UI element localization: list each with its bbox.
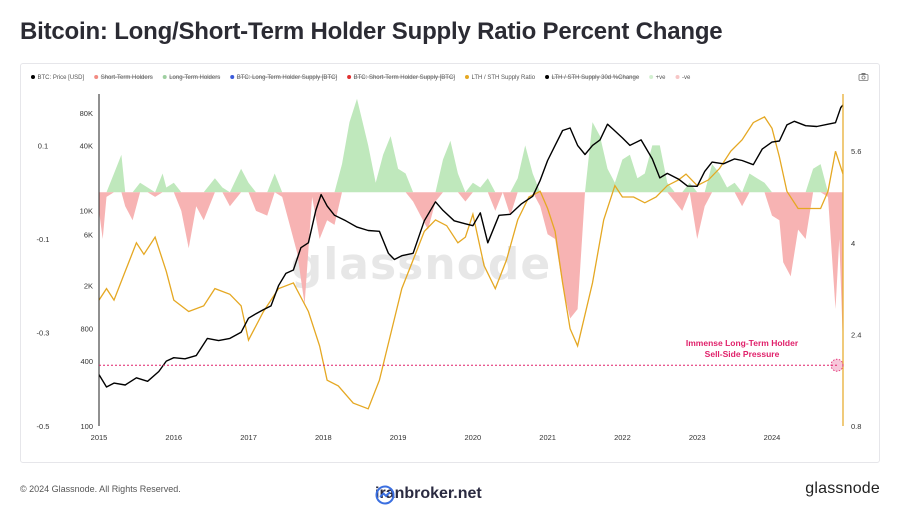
ratio-tick-label: 5.6 — [851, 147, 861, 156]
watermark: glassnode — [291, 239, 552, 290]
legend-label: LTH / STH Supply Ratio — [471, 75, 535, 81]
legend-marker — [347, 75, 352, 79]
legend-label: LTH / STH Supply 30d %Change — [552, 75, 640, 81]
legend-marker — [649, 75, 654, 79]
price-tick-label: 6K — [84, 230, 93, 239]
center-brand[interactable]: iranbroker.net — [375, 485, 482, 505]
ratio-tick-label: 0.8 — [851, 422, 861, 431]
price-tick-label: 40K — [80, 141, 93, 150]
legend-item: Long-Term Holders — [162, 75, 221, 81]
legend-marker — [545, 75, 550, 79]
legend-item: BTC: Price [USD] — [31, 75, 85, 81]
copyright: © 2024 Glassnode. All Rights Reserved. — [20, 484, 181, 494]
chart-svg: BTC: Price [USD] Short-Term Holders Long-T… — [31, 73, 869, 442]
legend-label: BTC: Long-Term Holder Supply [BTC] — [237, 75, 338, 81]
price-tick-label: 10K — [80, 206, 93, 215]
x-tick-label: 2018 — [315, 433, 332, 442]
legend-item: BTC: Short-Term Holder Supply [BTC] — [347, 75, 455, 81]
x-tick-label: 2016 — [165, 433, 182, 442]
pct-tick-label: 0.1 — [38, 141, 48, 150]
price-tick-label: 2K — [84, 282, 93, 291]
axes: 0.1 -0.1 -0.3 -0.5 80K 40K 10K 6K 2K 800 400 100 5.6… — [37, 94, 861, 442]
legend-item: LTH / STH Supply Ratio — [464, 75, 536, 81]
legend-marker — [162, 75, 167, 79]
page-title: Bitcoin: Long/Short-Term Holder Supply R… — [20, 18, 723, 45]
annotation-line1: Immense Long-Term Holder — [686, 338, 799, 348]
legend-marker — [94, 75, 99, 79]
legend-item: +ve — [649, 75, 666, 81]
camera-icon[interactable] — [858, 73, 869, 81]
x-tick-label: 2021 — [539, 433, 556, 442]
legend-label: Long-Term Holders — [169, 75, 220, 81]
brand-logo-icon — [375, 485, 395, 505]
legend-item: Short-Term Holders — [94, 75, 153, 81]
x-tick-label: 2017 — [240, 433, 257, 442]
ratio-tick-label: 2.4 — [851, 330, 861, 339]
ratio-line — [98, 116, 844, 410]
legend-label: -ve — [682, 75, 691, 81]
pct-tick-label: -0.1 — [37, 235, 50, 244]
ratio-tick-label: 4 — [851, 239, 855, 248]
legend-label: BTC: Short-Term Holder Supply [BTC] — [354, 75, 456, 81]
price-tick-label: 100 — [80, 422, 93, 431]
chart-card: BTC: Price [USD] Short-Term Holders Long-T… — [20, 63, 880, 463]
center-brand-label: iranbroker.net — [375, 485, 482, 502]
x-tick-label: 2023 — [689, 433, 706, 442]
price-tick-label: 800 — [80, 325, 93, 334]
legend-marker — [31, 75, 35, 79]
x-tick-label: 2019 — [390, 433, 407, 442]
x-tick-label: 2024 — [764, 433, 781, 442]
price-tick-label: 400 — [80, 357, 93, 366]
legend-item: LTH / STH Supply 30d %Change — [545, 75, 640, 81]
series-lines — [98, 104, 844, 410]
pct-tick-label: -0.3 — [37, 328, 50, 337]
highlight-circle — [830, 358, 844, 372]
glassnode-logo: glassnode — [805, 480, 880, 497]
legend-item: -ve — [675, 75, 691, 81]
pct-change-area — [99, 98, 843, 347]
x-tick-label: 2022 — [614, 433, 631, 442]
legend-marker — [464, 75, 469, 79]
positive-area — [99, 98, 843, 193]
pct-tick-label: -0.5 — [37, 422, 50, 431]
price-line — [98, 104, 844, 388]
price-tick-label: 80K — [80, 109, 93, 118]
legend-item: BTC: Long-Term Holder Supply [BTC] — [230, 75, 337, 81]
x-tick-label: 2020 — [465, 433, 482, 442]
legend-label: Short-Term Holders — [101, 75, 153, 81]
legend-label: +ve — [656, 75, 667, 81]
annotation-line2: Sell-Side Pressure — [705, 349, 780, 359]
x-tick-label: 2015 — [91, 433, 108, 442]
legend: BTC: Price [USD] Short-Term Holders Long-T… — [31, 75, 691, 81]
legend-marker — [230, 75, 235, 79]
legend-marker — [675, 75, 680, 79]
legend-label: BTC: Price [USD] — [38, 75, 85, 81]
